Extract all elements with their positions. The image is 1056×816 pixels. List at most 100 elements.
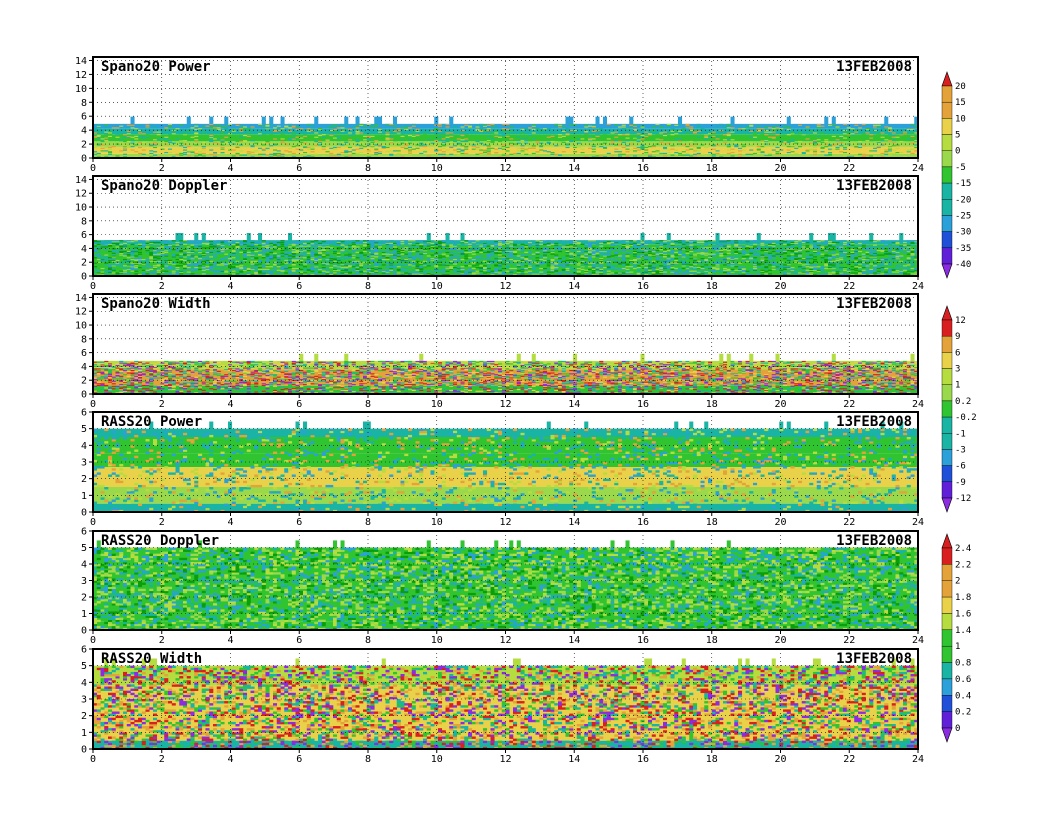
speckle-cell xyxy=(681,144,686,146)
speckle-cell xyxy=(606,138,611,140)
speckle-cell xyxy=(288,151,293,153)
speckle-cell xyxy=(96,135,101,137)
speckle-cell xyxy=(153,139,158,141)
band-cell xyxy=(580,128,585,135)
speckle-cell xyxy=(370,241,375,244)
speckle-cell xyxy=(651,156,656,158)
speckle-cell xyxy=(291,247,296,249)
speckle-cell xyxy=(224,128,229,130)
speckle-cell xyxy=(111,250,116,253)
band-cell xyxy=(895,123,900,129)
band-cell xyxy=(329,134,334,142)
speckle-cell xyxy=(790,140,795,142)
speckle-cell xyxy=(175,274,180,276)
speckle-cell xyxy=(254,250,259,253)
speckle-cell xyxy=(265,253,270,255)
band-cell xyxy=(614,123,619,129)
speckle-cell xyxy=(299,251,304,253)
band-cell xyxy=(468,146,473,154)
speckle-cell xyxy=(288,255,293,257)
speckle-cell xyxy=(914,132,919,134)
band-cell xyxy=(288,233,293,245)
speckle-cell xyxy=(160,263,165,265)
speckle-cell xyxy=(314,254,319,256)
speckle-cell xyxy=(543,146,548,148)
speckle-cell xyxy=(333,252,338,254)
speckle-cell xyxy=(138,251,143,253)
speckle-cell xyxy=(366,250,371,253)
speckle-cell xyxy=(171,267,176,269)
speckle-cell xyxy=(749,153,754,155)
speckle-cell xyxy=(179,250,184,253)
speckle-cell xyxy=(273,262,278,264)
speckle-cell xyxy=(228,240,233,242)
speckle-cell xyxy=(366,263,371,265)
speckle-cell xyxy=(486,140,491,143)
band-cell xyxy=(719,128,724,135)
speckle-cell xyxy=(805,145,810,147)
speckle-cell xyxy=(846,133,851,135)
band-cell xyxy=(213,141,218,147)
band-cell xyxy=(400,128,405,135)
speckle-cell xyxy=(591,156,596,158)
speckle-cell xyxy=(573,146,578,149)
band-cell xyxy=(291,153,296,158)
speckle-cell xyxy=(850,139,855,141)
speckle-cell xyxy=(314,246,319,248)
speckle-cell xyxy=(389,140,394,143)
band-cell xyxy=(681,134,686,142)
speckle-cell xyxy=(303,133,308,135)
speckle-cell xyxy=(329,147,334,149)
band-cell xyxy=(681,123,686,129)
band-cell xyxy=(419,153,424,158)
band-cell xyxy=(209,244,214,276)
speckle-cell xyxy=(321,263,326,265)
speckle-cell xyxy=(306,258,311,260)
band-cell xyxy=(644,134,649,142)
speckle-cell xyxy=(138,136,143,138)
speckle-cell xyxy=(333,148,338,150)
speckle-cell xyxy=(284,272,289,274)
speckle-cell xyxy=(284,244,289,246)
speckle-cell xyxy=(344,139,349,141)
speckle-cell xyxy=(550,152,555,154)
speckle-cell xyxy=(258,260,263,262)
speckle-cell xyxy=(363,241,368,244)
speckle-cell xyxy=(648,155,653,157)
speckle-cell xyxy=(213,262,218,264)
speckle-cell xyxy=(760,140,765,142)
speckle-cell xyxy=(389,124,394,126)
band-cell xyxy=(186,141,191,147)
band-cell xyxy=(96,153,101,158)
speckle-cell xyxy=(194,133,199,135)
speckle-cell xyxy=(351,241,356,243)
speckle-cell xyxy=(385,269,390,271)
band-cell xyxy=(239,153,244,158)
speckle-cell xyxy=(130,250,135,252)
speckle-cell xyxy=(498,147,503,149)
speckle-cell xyxy=(303,152,308,154)
speckle-cell xyxy=(209,123,214,126)
band-cell xyxy=(243,123,248,129)
speckle-cell xyxy=(846,131,851,133)
band-cell xyxy=(291,146,296,154)
speckle-cell xyxy=(621,126,626,128)
speckle-cell xyxy=(535,128,540,131)
speckle-cell xyxy=(108,243,113,245)
speckle-cell xyxy=(595,146,600,149)
speckle-cell xyxy=(138,261,143,263)
speckle-cell xyxy=(201,149,206,151)
band-cell xyxy=(411,240,416,245)
band-cell xyxy=(168,134,173,142)
speckle-cell xyxy=(321,256,326,258)
speckle-cell xyxy=(359,270,364,272)
speckle-cell xyxy=(348,128,353,131)
band-cell xyxy=(876,240,881,245)
speckle-cell xyxy=(441,153,446,155)
speckle-cell xyxy=(280,154,285,156)
speckle-cell xyxy=(198,250,203,253)
speckle-cell xyxy=(93,241,98,244)
speckle-cell xyxy=(700,138,705,140)
band-cell xyxy=(250,146,255,154)
speckle-cell xyxy=(119,240,124,242)
